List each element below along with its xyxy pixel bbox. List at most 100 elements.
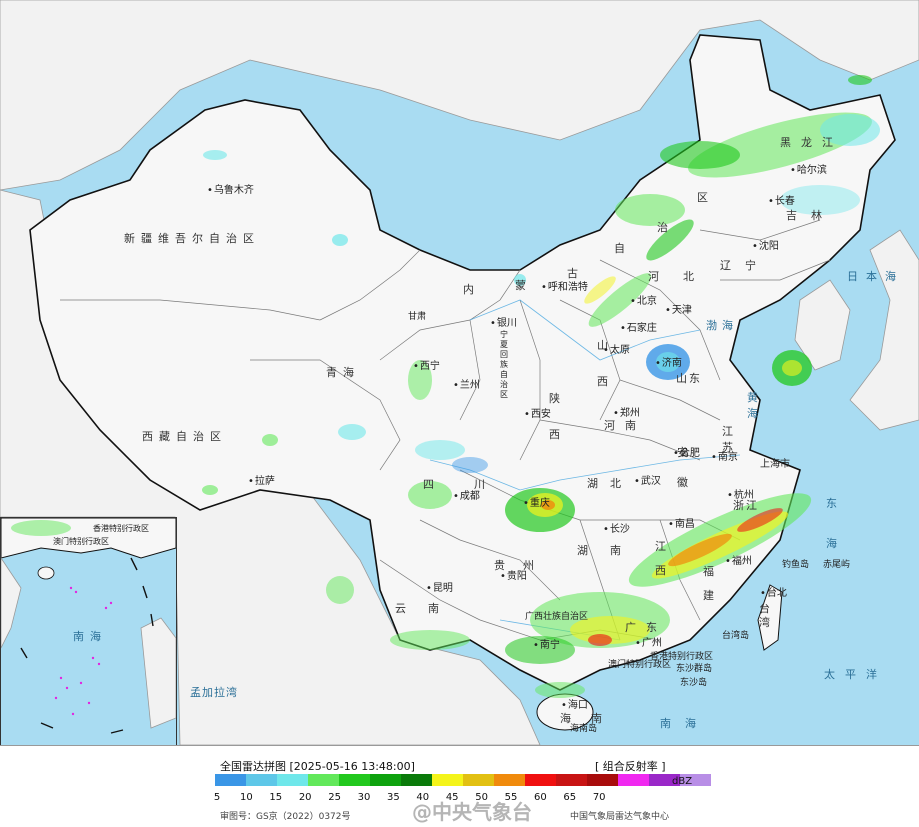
label-xinjiang: 新疆维吾尔自治区 <box>124 232 260 245</box>
label-chongqing: 重庆 <box>523 498 550 509</box>
label-nanchang: 南昌 <box>668 519 695 530</box>
color-swatch <box>432 774 463 786</box>
label-bohai: 渤海 <box>706 319 738 332</box>
label-shenyang: 沈阳 <box>752 241 779 252</box>
label-chiwei: 赤尾屿 <box>823 560 851 570</box>
color-swatch <box>618 774 649 786</box>
label-hangzhou: 杭州 <box>727 490 754 501</box>
approval-number: 审图号：GS京（2022）0372号 <box>220 812 351 822</box>
color-swatch <box>587 774 618 786</box>
watermark: @中央气象台 <box>412 800 532 824</box>
scale-tick-label: 15 <box>269 792 283 803</box>
label-diaoyu: 钓鱼岛 <box>782 560 810 570</box>
korea-land <box>794 279 851 371</box>
label-yunnan: 云南 <box>395 602 461 615</box>
label-heilongjiang: 黑龙江 <box>780 136 843 149</box>
label-changsha: 长沙 <box>603 524 630 535</box>
label-changchun: 长春 <box>768 196 795 207</box>
label-jilin: 吉林 <box>786 209 836 222</box>
label-beijing: 北京 <box>630 296 657 307</box>
label-inner-mongolia-3: 古 <box>567 267 584 280</box>
label-guizhou: 贵州 <box>494 559 552 572</box>
label-kunming: 昆明 <box>426 583 453 594</box>
label-xian: 西安 <box>524 409 551 420</box>
japan-land <box>849 229 919 431</box>
neighbor-land <box>0 0 919 191</box>
label-fuzhou: 福州 <box>725 556 752 567</box>
label-tibet: 西藏自治区 <box>142 430 227 443</box>
label-wuhan: 武汉 <box>634 476 661 487</box>
color-swatch <box>649 774 680 786</box>
scale-tick-label: 55 <box>504 792 518 803</box>
label-shanghai: 上海市 <box>760 459 790 470</box>
label-guangzhou: 广州 <box>635 638 662 649</box>
scale-tick-label: 50 <box>475 792 488 803</box>
inset-label-hk: 香港特别行政区 <box>93 524 149 533</box>
label-shijiazhuang: 石家庄 <box>620 323 657 334</box>
label-jiangxi: 江西 <box>655 540 666 577</box>
color-swatch <box>215 774 246 786</box>
legend-title: 全国雷达拼图 [2025-05-16 13:48:00] <box>220 760 415 773</box>
label-taipei: 台北 <box>760 588 787 599</box>
label-inner-mongolia-4: 自 <box>614 242 631 255</box>
color-swatch <box>277 774 308 786</box>
inset-label-south-sea: 南海 <box>73 630 107 643</box>
label-qinghai: 青海 <box>326 366 360 379</box>
label-urumqi: 乌鲁木齐 <box>207 185 254 196</box>
color-swatch <box>494 774 525 786</box>
label-harbin: 哈尔滨 <box>790 165 827 176</box>
color-swatch <box>525 774 556 786</box>
label-hefei: 合肥 <box>673 448 700 459</box>
south-china-sea-inset: 南海 香港特别行政区 澳门特别行政区 <box>0 517 177 745</box>
inset-map <box>1 518 176 734</box>
label-nanjing: 南京 <box>711 452 738 463</box>
label-shandong: 山东 <box>676 372 702 385</box>
color-swatch <box>556 774 587 786</box>
scale-tick-label: 70 <box>592 792 606 803</box>
label-taiyuan: 太原 <box>603 345 630 356</box>
color-swatch <box>401 774 432 786</box>
label-jinan: 济南 <box>655 358 682 369</box>
label-xining: 西宁 <box>413 361 440 372</box>
label-yellow-sea: 黄海 <box>747 391 758 420</box>
label-jiangsu: 江苏 <box>722 425 733 454</box>
legend-panel: 全国雷达拼图 [2025-05-16 13:48:00] [ 组合反射率 ] d… <box>0 746 919 827</box>
label-japan-sea: 日本海 <box>847 270 904 283</box>
scale-tick-label: 30 <box>357 792 371 803</box>
label-south-sea: 南海 <box>660 717 710 730</box>
label-liaoning: 辽宁 <box>720 259 770 272</box>
label-haikou: 海口 <box>561 700 588 711</box>
scale-tick-label: 35 <box>387 792 400 803</box>
label-dongsha-island: 东沙岛 <box>680 678 708 688</box>
scale-tick-label: 45 <box>445 792 459 803</box>
label-hohhot: 呼和浩特 <box>541 282 588 293</box>
scale-tick-label: 60 <box>534 792 547 803</box>
label-gansu: 甘肃 <box>408 312 427 322</box>
label-zhengzhou: 郑州 <box>613 408 640 419</box>
label-macau: 澳门特别行政区 <box>608 660 672 670</box>
color-scale-ticks: 5 10 15 20 25 30 35 40 45 50 55 60 65 70 <box>214 792 685 806</box>
label-guangdong: 广东 <box>625 621 667 634</box>
label-inner-mongolia-5: 治 <box>657 221 674 234</box>
label-lhasa: 拉萨 <box>248 476 275 487</box>
label-guangxi: 广西壮族自治区 <box>525 612 589 622</box>
scale-tick-label: 25 <box>328 792 341 803</box>
label-sichuan: 四川 <box>423 478 525 491</box>
color-swatch <box>680 774 711 786</box>
label-shaanxi: 陕西 <box>549 392 560 441</box>
color-swatch <box>370 774 401 786</box>
legend-unit: dBZ <box>672 776 693 787</box>
label-lanzhou: 兰州 <box>453 380 480 391</box>
label-yinchuan: 银川 <box>490 318 517 329</box>
scale-tick-label: 20 <box>298 792 312 803</box>
label-zhejiang: 浙江 <box>733 499 759 512</box>
color-swatch <box>339 774 370 786</box>
color-swatch <box>246 774 277 786</box>
label-inner-mongolia-2: 蒙 <box>515 279 532 292</box>
label-ningxia: 宁夏回族自治区 <box>500 330 508 399</box>
label-henan: 河南 <box>604 419 646 432</box>
label-hainan-island: 海南岛 <box>570 724 598 734</box>
label-hongkong: 香港特别行政区 <box>650 652 714 662</box>
scale-tick-label: 10 <box>240 792 253 803</box>
